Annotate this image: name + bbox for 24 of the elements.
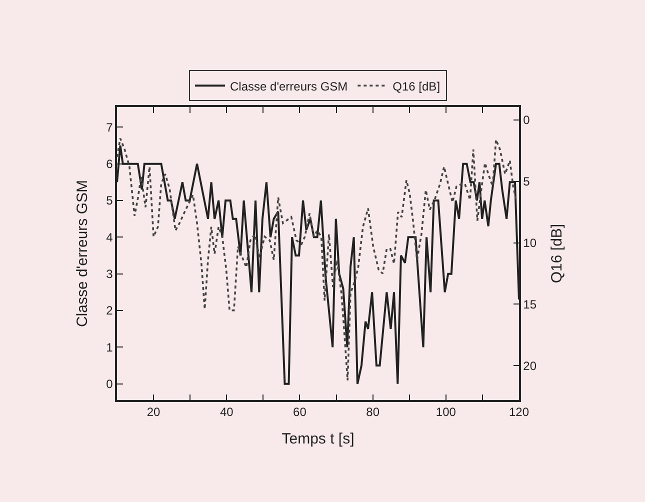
legend-label: Classe d'erreurs GSM xyxy=(230,79,348,94)
x-tick-label: 40 xyxy=(220,405,234,420)
y-tick-label: 0 xyxy=(106,377,114,392)
y-tick-label: 5 xyxy=(106,194,114,208)
y2-tick-label: 10 xyxy=(523,236,537,250)
x-tick-label: 60 xyxy=(293,405,307,420)
y2-tick-label: 15 xyxy=(523,297,537,312)
y-tick-label: 7 xyxy=(106,120,114,134)
y-axis-title: Classe d'erreurs GSM xyxy=(74,180,91,328)
y-tick-label: 6 xyxy=(106,157,114,172)
y2-tick-label: 0 xyxy=(523,113,530,128)
y2-axis-title: Q16 [dB] xyxy=(548,224,566,284)
y2-tick-label: 5 xyxy=(523,174,530,189)
x-axis-title: Temps t [s] xyxy=(282,430,354,448)
x-tick-label: 100 xyxy=(436,405,456,420)
x-tick-label: 20 xyxy=(146,405,161,420)
x-tick-label: 80 xyxy=(366,405,380,420)
y2-tick-label: 20 xyxy=(523,358,537,373)
y-tick-label: 3 xyxy=(106,267,114,282)
y-tick-label: 2 xyxy=(106,304,114,318)
x-tick-label: 120 xyxy=(508,405,530,420)
legend-label: Q16 [dB] xyxy=(392,79,440,94)
y-tick-label: 4 xyxy=(106,230,114,244)
y-tick-label: 1 xyxy=(106,340,114,354)
